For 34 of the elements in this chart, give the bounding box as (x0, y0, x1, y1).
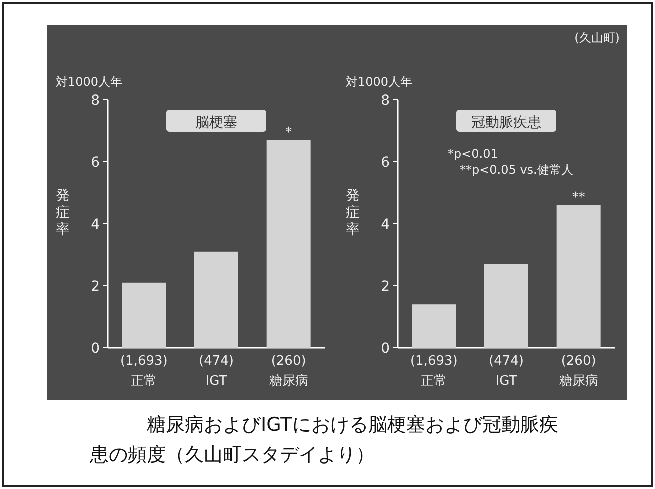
x-tick-label: (260) 糖尿病 (269, 354, 308, 389)
y-tick-label: 0 (91, 341, 100, 357)
bar (484, 264, 528, 348)
text: 冠動脈疾患 (472, 115, 542, 131)
bar (122, 282, 166, 348)
y-tick-label: 4 (91, 217, 100, 233)
x-tick-label: (474) IGT (199, 354, 234, 389)
x-tick-label: (1,693) 正常 (120, 354, 168, 389)
annotation: **p<0.05 vs.健常人 (460, 163, 574, 177)
y-tick-label: 0 (381, 341, 390, 357)
y-tick-label: 4 (381, 217, 390, 233)
annotation: *p<0.01 (448, 147, 498, 161)
annotation: * (286, 125, 293, 140)
y-tick-label: 2 (381, 279, 390, 295)
chart-subtitle: 対1000人年 (346, 75, 413, 89)
text: 脳梗塞 (196, 115, 238, 131)
y-tick-label: 6 (381, 155, 390, 171)
x-tick-label: (1,693) 正常 (410, 354, 458, 389)
bar (556, 205, 601, 348)
y-tick-label: 2 (91, 279, 100, 295)
text: (久山町) (574, 31, 620, 45)
bar (412, 304, 456, 348)
y-axis-title: 発症率 (56, 188, 70, 238)
x-tick-label: (474) IGT (489, 354, 524, 389)
y-tick-label: 6 (91, 155, 100, 171)
y-tick-label: 8 (91, 93, 100, 109)
x-tick-label: (260) 糖尿病 (559, 354, 598, 389)
y-axis-title: 発症率 (346, 188, 360, 238)
annotation: ** (572, 190, 586, 206)
bar (266, 140, 311, 348)
chart-subtitle: 対1000人年 (56, 75, 123, 89)
y-tick-label: 8 (381, 93, 390, 109)
text: 糖尿病およびIGTにおける脳梗塞および冠動脈疾患の頻度（久山町スタデイより） (90, 413, 560, 468)
bar (194, 252, 238, 348)
